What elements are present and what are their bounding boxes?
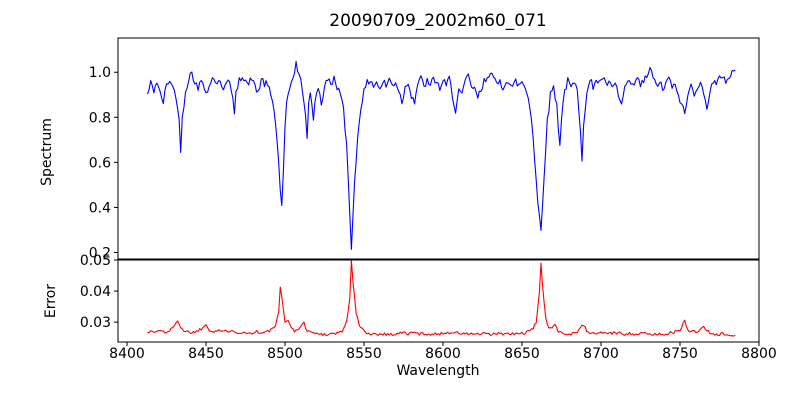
x-tick-label: 8550 [346, 346, 382, 362]
spectrum-y-tick-label: 1.0 [89, 65, 111, 81]
error-y-tick-label: 0.04 [80, 284, 111, 300]
x-tick-label: 8650 [504, 346, 540, 362]
x-tick-label: 8600 [425, 346, 461, 362]
spectrum-y-tick-label: 0.4 [89, 200, 111, 216]
spectrum-y-tick-label: 0.6 [89, 155, 111, 171]
x-tick-label: 8400 [109, 346, 145, 362]
spectrum-panel-border [117, 37, 760, 260]
spectrum-y-tick-label: 0.2 [89, 245, 111, 261]
error-y-tick-label: 0.03 [80, 315, 111, 331]
spectrum-line [146, 61, 736, 250]
error-y-axis-label: Error [43, 283, 59, 319]
error-panel-border [117, 259, 760, 343]
x-tick-label: 8800 [741, 346, 777, 362]
x-tick-label: 8750 [662, 346, 698, 362]
x-tick-label: 8500 [267, 346, 303, 362]
x-tick-label: 8450 [188, 346, 224, 362]
x-tick-label: 8700 [583, 346, 619, 362]
error-line [147, 259, 736, 337]
chart-title: 20090709_2002m60_071 [329, 11, 547, 31]
x-axis-label: Wavelength [396, 363, 480, 379]
spectrum-y-tick-label: 0.8 [89, 110, 111, 126]
error-y-tick-label: 0.05 [80, 253, 111, 269]
spectrum-y-axis-label: Spectrum [39, 118, 55, 186]
